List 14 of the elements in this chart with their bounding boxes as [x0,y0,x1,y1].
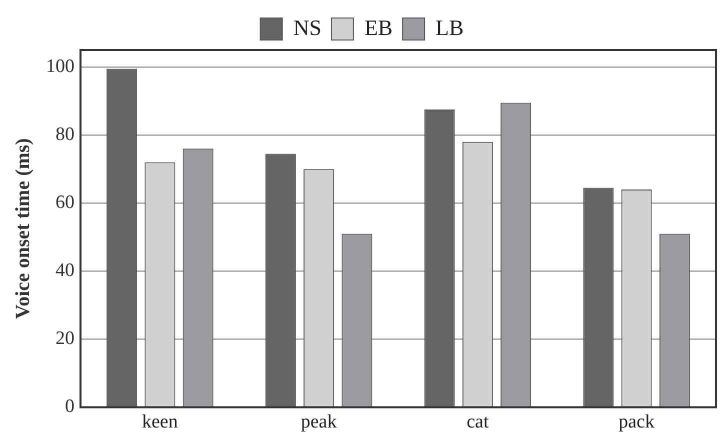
y-tick-label: 0 [65,396,74,418]
legend-label: EB [364,14,393,40]
x-tick-label: keen [142,412,178,433]
y-tick-label: 80 [56,124,74,146]
x-tick-label: pack [618,412,655,433]
legend-label: NS [293,14,322,40]
y-tick-label: 40 [56,260,74,282]
y-tick-label: 100 [46,56,74,77]
y-tick-label: 20 [56,328,74,350]
y-axis-title: Voice onset time (ms) [12,138,34,320]
x-tick-label: cat [466,412,490,433]
legend-label: LB [436,14,464,40]
x-tick-label: peak [300,412,338,433]
y-tick-label: 60 [56,192,74,214]
